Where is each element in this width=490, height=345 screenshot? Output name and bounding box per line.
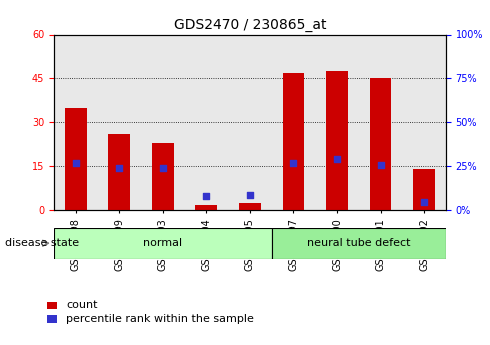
Point — [290, 160, 297, 166]
Bar — [54, 228, 271, 259]
Text: count: count — [66, 300, 98, 310]
Point — [72, 160, 79, 166]
Point — [115, 166, 123, 171]
Bar — [369, 79, 392, 210]
Bar — [47, 315, 57, 323]
Point — [246, 192, 254, 197]
Bar — [239, 203, 261, 210]
Bar — [108, 134, 130, 210]
Bar — [271, 228, 446, 259]
Text: neural tube defect: neural tube defect — [307, 238, 411, 248]
Bar — [413, 169, 435, 210]
Bar — [152, 143, 173, 210]
Bar — [196, 205, 217, 210]
Point — [202, 194, 210, 199]
Bar — [47, 302, 57, 309]
Bar — [65, 108, 87, 210]
Text: disease state: disease state — [5, 238, 79, 248]
Title: GDS2470 / 230865_at: GDS2470 / 230865_at — [173, 18, 326, 32]
Point — [159, 166, 167, 171]
Bar — [326, 71, 348, 210]
Point — [333, 157, 341, 162]
Point — [420, 199, 428, 204]
Bar — [283, 73, 304, 210]
Point — [377, 162, 385, 167]
Text: percentile rank within the sample: percentile rank within the sample — [66, 314, 254, 324]
Text: normal: normal — [143, 238, 182, 248]
